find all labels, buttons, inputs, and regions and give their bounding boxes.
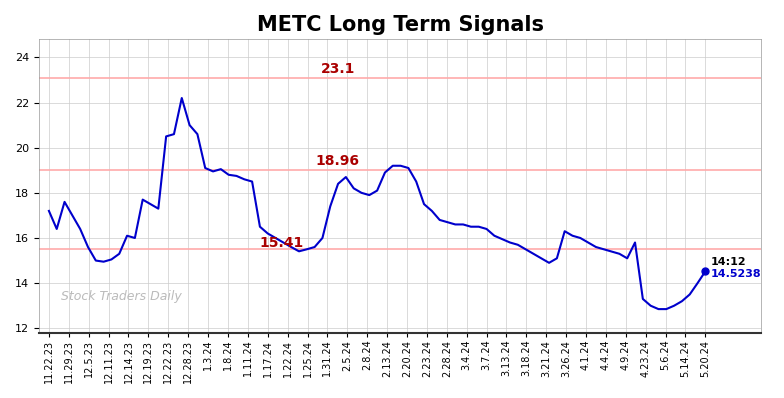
Text: Stock Traders Daily: Stock Traders Daily (60, 291, 181, 303)
Text: 18.96: 18.96 (316, 154, 360, 168)
Text: 14.5238: 14.5238 (710, 269, 761, 279)
Text: 15.41: 15.41 (260, 236, 303, 250)
Title: METC Long Term Signals: METC Long Term Signals (256, 15, 543, 35)
Text: 23.1: 23.1 (321, 62, 355, 76)
Text: 14:12: 14:12 (710, 257, 746, 267)
